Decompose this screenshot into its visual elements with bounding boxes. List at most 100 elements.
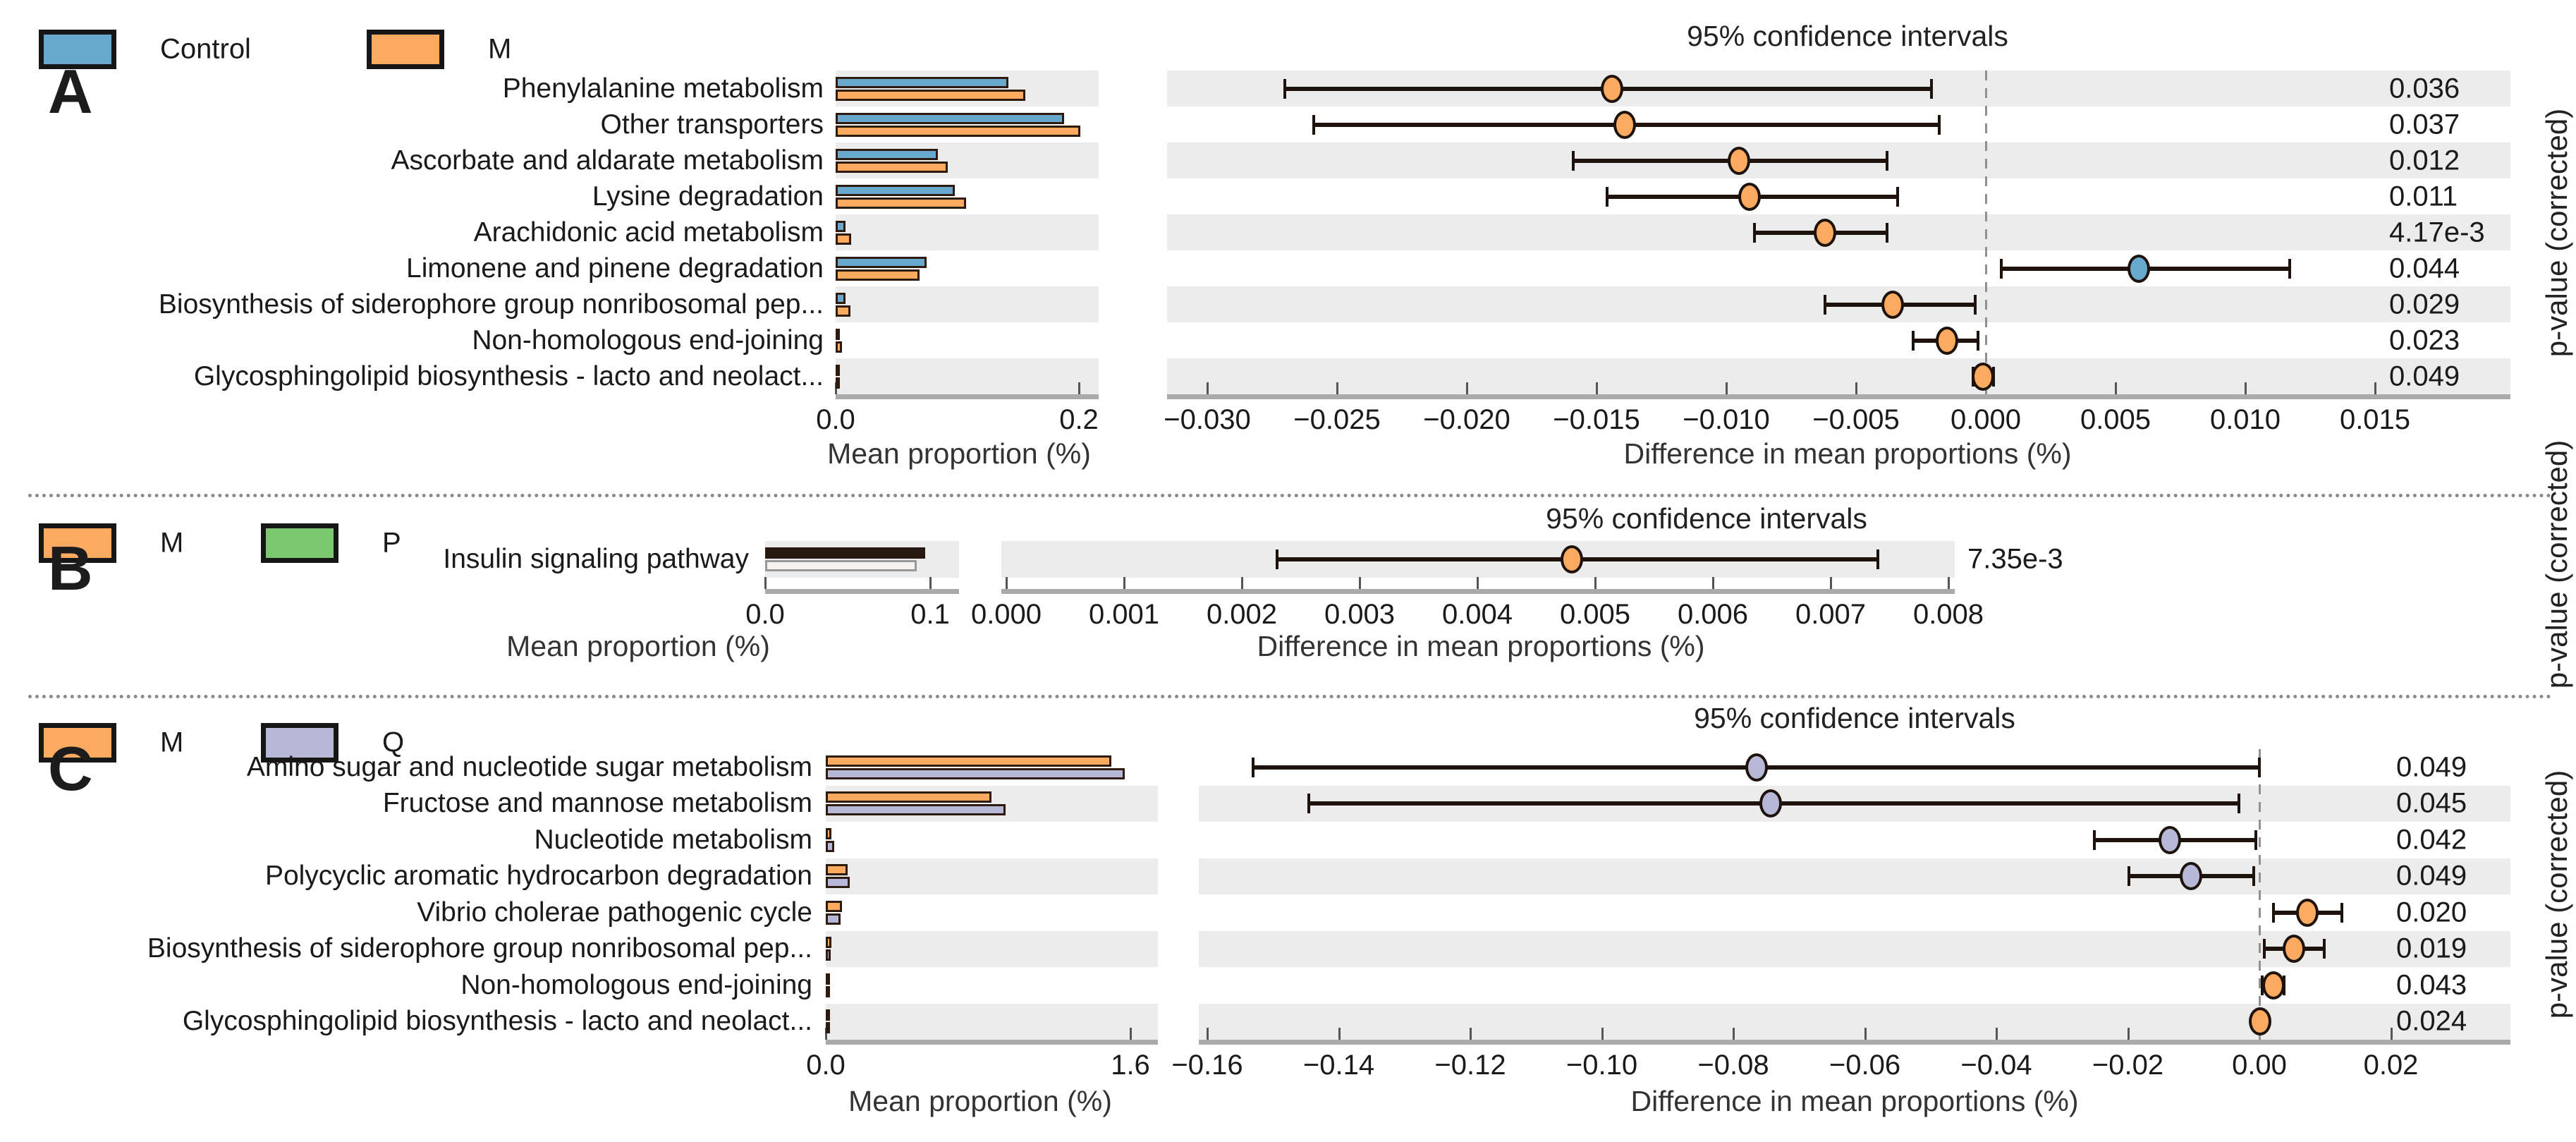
category-label: Ascorbate and aldarate metabolism (391, 145, 824, 176)
ci-cap-left (1283, 78, 1287, 99)
p-value: 0.037 (2389, 109, 2460, 140)
category-label: Non-homologous end-joining (460, 969, 812, 1000)
ci-axis-spine (1167, 394, 2510, 399)
category-label: Glycosphingolipid biosynthesis - lacto a… (193, 360, 824, 391)
ci-axis-tick (1712, 577, 1714, 589)
panel-letter: C (48, 734, 93, 803)
ci-title: 95% confidence intervals (1694, 702, 2015, 734)
ci-cap-right (1896, 186, 1899, 207)
ci-dot (1972, 362, 1995, 391)
ci-axis-tick (1726, 382, 1728, 394)
ci-axis-tick (1338, 1028, 1341, 1040)
bar-axis-tick (929, 577, 932, 589)
ci-dot (1935, 326, 1958, 355)
bar-m (836, 377, 840, 389)
ci-axis-tick (1864, 1028, 1867, 1040)
bar-axis-tick-label: 0.0 (745, 599, 785, 630)
p-value: 0.011 (2389, 181, 2458, 212)
ci-dot (1601, 74, 1624, 103)
row-band (836, 358, 1099, 394)
ci-axis-tick (1336, 382, 1338, 394)
bar-m (836, 305, 850, 317)
ci-title: 95% confidence intervals (1546, 502, 1867, 535)
p-value: 0.042 (2396, 824, 2467, 856)
category-label: Lysine degradation (592, 181, 824, 212)
legend-swatch-m (39, 723, 116, 763)
ci-axis-tick (2390, 1028, 2393, 1040)
category-label: Biosynthesis of siderophore group nonrib… (158, 288, 824, 320)
ci-title: 95% confidence intervals (1687, 20, 2008, 52)
ci-axis-tick (1241, 577, 1243, 589)
ci-cap-right (1929, 78, 1933, 99)
bar-control (836, 328, 840, 340)
p-value: 0.019 (2396, 933, 2467, 964)
p-value: 0.024 (2396, 1005, 2467, 1037)
ci-axis-tick (2374, 382, 2376, 394)
p-value: 7.35e-3 (1967, 543, 2063, 575)
bar-axis-title: Mean proportion (%) (848, 1085, 1112, 1117)
ci-axis-tick-label: 0.00 (2232, 1050, 2287, 1081)
ci-cap-left (1307, 794, 1310, 814)
ci-cap-right (1876, 549, 1879, 569)
category-label: Amino sugar and nucleotide sugar metabol… (246, 751, 812, 782)
ci-axis-title: Difference in mean proportions (%) (1623, 437, 2072, 470)
ci-axis-tick (2127, 1028, 2130, 1040)
panel-letter: B (48, 533, 93, 603)
p-value: 0.020 (2396, 897, 2467, 928)
row-band (836, 214, 1099, 250)
panel-letter: A (48, 56, 93, 126)
legend-label: Control (160, 33, 251, 65)
ci-axis-spine (1199, 1040, 2510, 1045)
bar-axis-tick-label: 0.0 (816, 404, 855, 435)
ci-cap-left (1753, 222, 1757, 243)
ci-dot (2159, 825, 2182, 854)
legend-swatch-q (261, 723, 338, 763)
ci-axis-tick-label: 0.002 (1206, 599, 1278, 630)
ci-axis-tick-label: 0.005 (2080, 404, 2151, 435)
legend-label: P (382, 527, 401, 559)
category-label: Insulin signaling pathway (443, 544, 749, 574)
p-value: 0.049 (2396, 860, 2467, 892)
ci-cap-left (1605, 186, 1609, 207)
category-label: Biosynthesis of siderophore group nonrib… (147, 933, 812, 964)
ci-axis-tick (1855, 382, 1857, 394)
ci-axis-tick (2245, 382, 2247, 394)
panel-a: Control M A 95% confidence intervals 0.0 0.2 −… (0, 0, 2576, 494)
ci-axis-tick-label: −0.12 (1434, 1050, 1506, 1081)
ci-dot (1745, 753, 1768, 782)
bar-q (826, 985, 830, 997)
legend-swatch-control (39, 30, 116, 69)
row-band (826, 858, 1158, 894)
category-label: Fructose and mannose metabolism (382, 788, 812, 819)
ci-cap-left (2271, 902, 2275, 923)
bar-m (836, 161, 948, 173)
bar-axis-tick (835, 382, 837, 394)
ci-cap-right (2288, 258, 2291, 279)
bar-q (826, 1022, 830, 1034)
ci-axis-title: Difference in mean proportions (%) (1630, 1085, 2079, 1117)
ci-cap-right (1974, 294, 1977, 315)
bar-m (836, 269, 920, 281)
ci-axis-tick-label: −0.10 (1565, 1050, 1638, 1081)
ci-axis-tick (1594, 577, 1597, 589)
ci-axis-tick-label: 0.004 (1441, 599, 1513, 630)
panel-separator (28, 695, 2553, 698)
ci-cap-left (2263, 939, 2266, 959)
p-value: 0.029 (2389, 288, 2460, 320)
ci-cap-right (2254, 830, 2258, 850)
category-label: Phenylalanine metabolism (502, 73, 824, 104)
ci-axis-tick-label: −0.030 (1164, 404, 1251, 435)
p-value: 0.049 (2396, 751, 2467, 783)
category-label: Non-homologous end-joining (472, 324, 824, 356)
ci-cap-left (2000, 258, 2003, 279)
ci-axis-tick (1470, 1028, 1472, 1040)
bar-axis-tick-label: 0.0 (806, 1050, 846, 1081)
ci-axis-tick (1477, 577, 1479, 589)
bar-p (765, 560, 917, 571)
bar-m (826, 900, 842, 912)
bar-m (836, 341, 842, 353)
bar-q (826, 949, 831, 961)
bar-control (836, 148, 938, 160)
p-value: 0.043 (2396, 969, 2467, 1001)
